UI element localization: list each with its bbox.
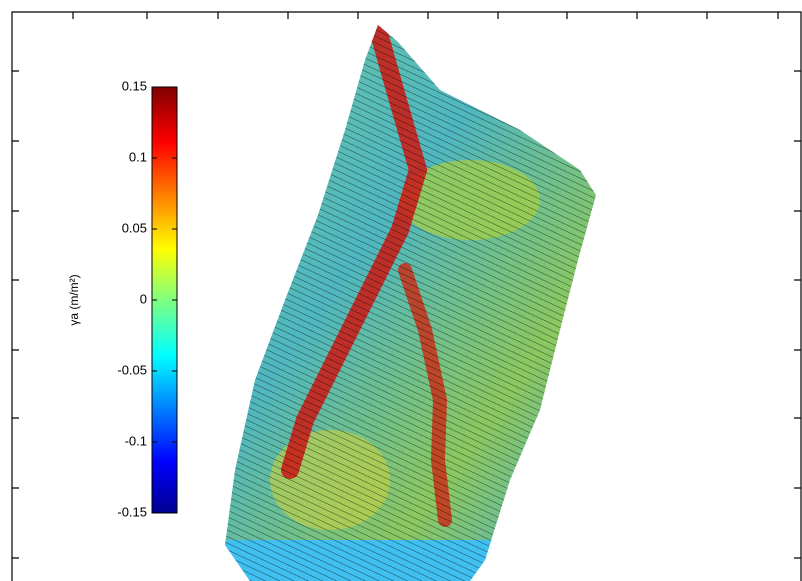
colorbar-tick-label: -0.1 xyxy=(125,433,147,448)
field-map xyxy=(225,25,596,581)
frame xyxy=(11,11,802,581)
colorbar-tick-label: 0.15 xyxy=(122,78,147,93)
colorbar-tick-label: 0 xyxy=(140,291,147,306)
colorbar-tick-label: 0.05 xyxy=(122,220,147,235)
colorbar-label: γa (m/m²) xyxy=(67,274,81,325)
colorbar-tick-label: -0.05 xyxy=(117,362,147,377)
colorbar-tick-label: 0.1 xyxy=(129,149,147,164)
colorbar-tick-label: -0.15 xyxy=(117,504,147,519)
